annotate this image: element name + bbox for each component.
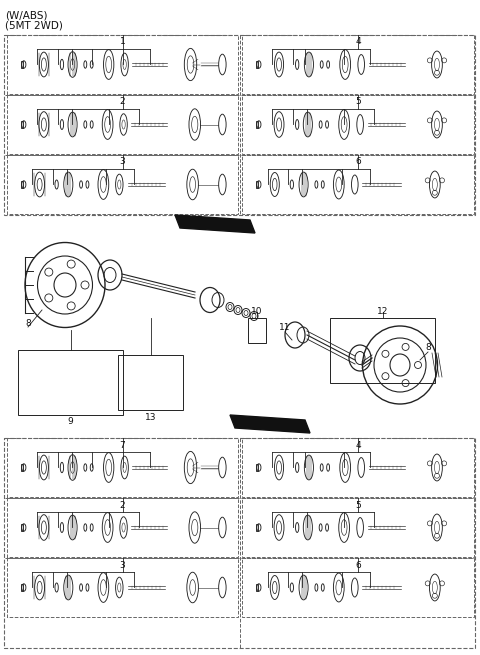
Text: 13: 13 bbox=[145, 413, 156, 422]
Bar bbox=[7, 498, 238, 557]
Bar bbox=[7, 95, 238, 154]
Bar bbox=[21, 181, 23, 188]
Bar bbox=[242, 498, 474, 557]
Text: 8: 8 bbox=[425, 343, 431, 352]
Text: 9: 9 bbox=[68, 417, 73, 426]
Text: 2: 2 bbox=[120, 500, 125, 510]
Text: 1: 1 bbox=[120, 37, 125, 47]
Bar bbox=[18, 350, 123, 415]
Bar bbox=[7, 35, 238, 94]
Bar bbox=[21, 584, 23, 591]
Bar bbox=[7, 558, 238, 617]
Text: 8: 8 bbox=[25, 318, 31, 328]
Bar bbox=[21, 61, 23, 68]
Bar bbox=[242, 155, 474, 214]
Bar bbox=[255, 121, 258, 128]
Text: 6: 6 bbox=[355, 561, 361, 569]
Bar bbox=[242, 558, 474, 617]
Polygon shape bbox=[230, 415, 310, 433]
Bar bbox=[242, 438, 474, 497]
Bar bbox=[330, 318, 435, 383]
Text: 5: 5 bbox=[355, 98, 361, 107]
Bar bbox=[242, 35, 474, 94]
Text: 2: 2 bbox=[120, 98, 125, 107]
Text: 4: 4 bbox=[355, 441, 361, 449]
Text: 6: 6 bbox=[355, 157, 361, 166]
Bar bbox=[7, 155, 238, 214]
Bar bbox=[21, 121, 23, 128]
Bar bbox=[118, 355, 183, 410]
Bar bbox=[242, 95, 474, 154]
Bar bbox=[21, 464, 23, 471]
Bar bbox=[255, 524, 258, 531]
Text: 10: 10 bbox=[251, 307, 263, 316]
Bar bbox=[4, 35, 475, 215]
Bar bbox=[4, 438, 475, 648]
Text: 7: 7 bbox=[120, 441, 125, 449]
Text: 11: 11 bbox=[279, 322, 291, 331]
Text: 12: 12 bbox=[377, 307, 388, 316]
Text: 4: 4 bbox=[355, 37, 361, 47]
Text: 3: 3 bbox=[120, 157, 125, 166]
Bar bbox=[248, 318, 266, 343]
Text: (W/ABS): (W/ABS) bbox=[5, 10, 48, 20]
Bar bbox=[255, 464, 258, 471]
Bar bbox=[255, 61, 258, 68]
Bar bbox=[255, 181, 258, 188]
Bar bbox=[255, 584, 258, 591]
Polygon shape bbox=[175, 215, 255, 233]
Text: 5: 5 bbox=[355, 500, 361, 510]
Bar bbox=[21, 524, 23, 531]
Bar bbox=[7, 438, 238, 497]
Text: (5MT 2WD): (5MT 2WD) bbox=[5, 20, 63, 30]
Text: 3: 3 bbox=[120, 561, 125, 569]
